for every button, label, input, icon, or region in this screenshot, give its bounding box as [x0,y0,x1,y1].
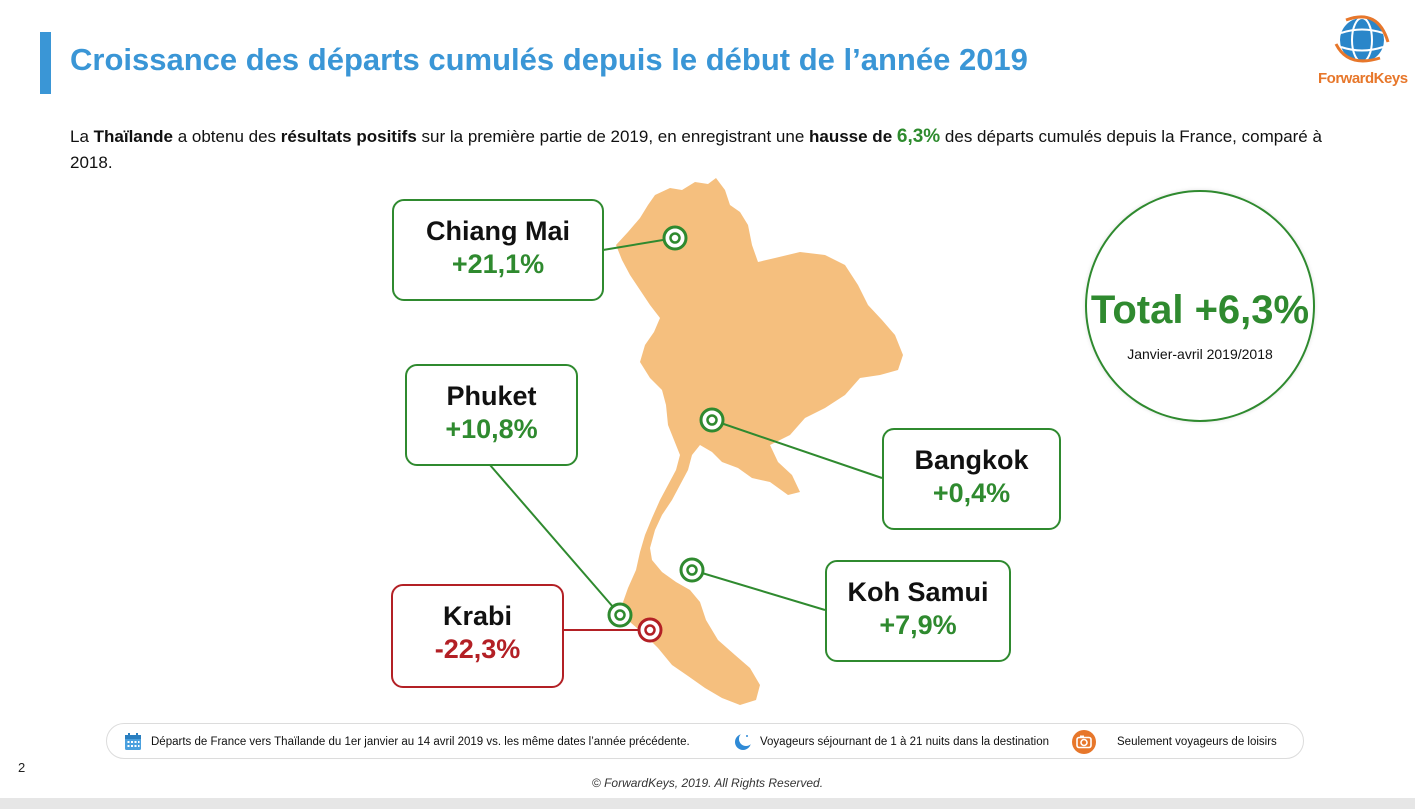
moon-icon [735,733,752,750]
calendar-icon [125,733,141,750]
intro-text: La [70,127,94,146]
location-marker-krabi [637,617,663,643]
legend-leisure-text: Seulement voyageurs de loisirs [1117,736,1277,748]
destination-name: Koh Samui [847,577,989,607]
page-number: 2 [18,760,26,775]
globe-icon [1334,15,1390,63]
intro-text: a obtenu des [173,127,281,146]
callout-krabi: Krabi -22,3% [391,584,564,688]
leader-line-phuket [489,464,621,616]
destination-name: Bangkok [914,445,1029,475]
total-growth-circle: Total +6,3% Janvier-avril 2019/2018 [1085,190,1315,422]
intro-bold: résultats positifs [280,127,417,146]
legend-bar: Départs de France vers Thaïlande du 1er … [106,723,1304,759]
bottom-band [0,798,1415,809]
location-marker-koh-samui [679,557,705,583]
destination-name: Chiang Mai [425,216,570,246]
total-period-caption: Janvier-avril 2019/2018 [1127,346,1273,362]
location-marker-bangkok [699,407,725,433]
leader-line-koh-samui [691,569,826,611]
legend-item-leisure: Seulement voyageurs de loisirs [1071,724,1277,760]
logo-wordmark: ForwardKeys [1318,70,1408,87]
legend-period-text: Départs de France vers Thaïlande du 1er … [151,736,690,748]
destination-name: Phuket [446,381,537,411]
intro-accent-value: 6,3% [896,126,941,147]
callout-koh-samui: Koh Samui +7,9% [825,560,1011,662]
callout-phuket: Phuket +10,8% [405,364,578,466]
destination-name: Krabi [442,601,513,631]
thailand-shape [616,178,903,705]
destination-growth: +21,1% [451,249,545,279]
destination-growth: +10,8% [445,414,538,444]
destination-growth: +0,4% [932,478,1011,508]
destination-growth: +7,9% [879,610,957,640]
leader-line-bangkok [711,419,883,479]
callout-chiang-mai: Chiang Mai +21,1% [392,199,604,301]
intro-bold: Thaïlande [93,127,173,146]
location-marker-core-phuket [614,609,626,621]
intro-text: des départs cumulés depuis la France, co… [70,127,1322,172]
callout-bangkok: Bangkok +0,4% [882,428,1061,530]
legend-item-period: Départs de France vers Thaïlande du 1er … [123,724,690,760]
location-marker-phuket [607,602,633,628]
location-marker-chiang-mai [662,225,688,251]
title-accent-bar [40,32,51,94]
camera-icon [1072,730,1096,754]
intro-paragraph: La Thaïlande a obtenu des résultats posi… [70,124,1350,176]
location-marker-core-krabi [644,624,656,636]
page-title: Croissance des départs cumulés depuis le… [70,42,1028,77]
copyright-footer: © ForwardKeys, 2019. All Rights Reserved… [591,776,824,790]
legend-nights-text: Voyageurs séjournant de 1 à 21 nuits dan… [760,736,1049,748]
location-marker-core-chiang-mai [669,232,681,244]
location-marker-core-koh-samui [686,564,698,576]
intro-bold: hausse de [809,127,897,146]
location-marker-core-bangkok [706,414,718,426]
total-growth-value: Total +6,3% [1090,288,1310,332]
destination-growth: -22,3% [434,634,521,664]
legend-item-nights: Voyageurs séjournant de 1 à 21 nuits dan… [734,724,1049,760]
forwardkeys-logo: ForwardKeys [1318,14,1408,96]
intro-text: sur la première partie de 2019, en enreg… [416,127,809,146]
